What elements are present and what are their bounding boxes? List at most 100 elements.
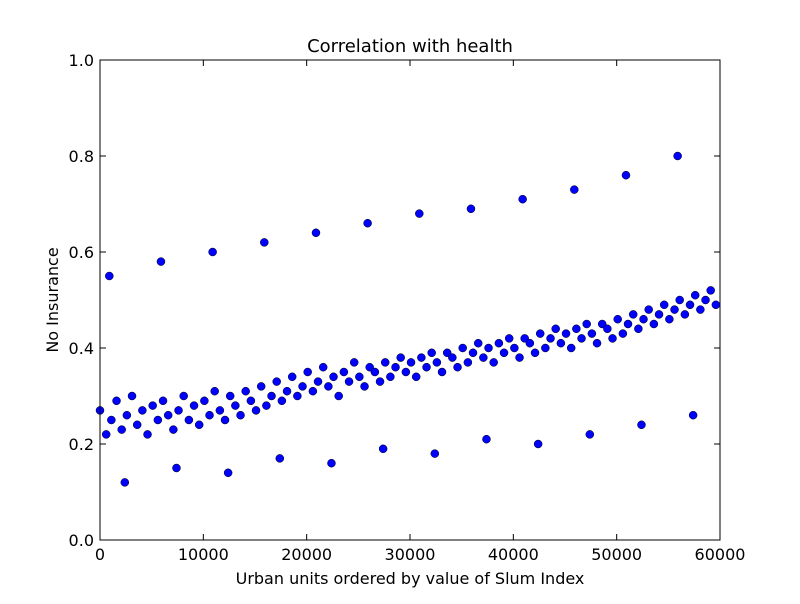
scatter-point [327, 458, 336, 468]
scatter-point [277, 396, 287, 406]
scatter-point [200, 396, 209, 406]
scatter-point [504, 334, 514, 343]
scatter-point [360, 382, 369, 391]
scatter-point [701, 295, 710, 305]
scatter-point [120, 478, 130, 487]
scatter-point [143, 430, 152, 439]
scatter-point [415, 209, 424, 218]
scatter-point [533, 439, 543, 449]
scatter-point [644, 305, 653, 314]
scatter-point [659, 300, 669, 310]
scatter-point [101, 430, 111, 439]
scatter-point [184, 415, 194, 425]
tick-layer: 0 10000 20000 30000 40000 50000 60000 0.0 0.2 0.4… [69, 51, 746, 564]
scatter-point [422, 362, 431, 372]
scatter-point [711, 300, 721, 310]
scatter-point [463, 358, 473, 367]
scatter-point [430, 449, 440, 458]
scatter-point [577, 334, 586, 343]
scatter-point [329, 372, 338, 382]
scatter-point [706, 286, 715, 295]
scatter-point [386, 372, 395, 382]
scatter-point [293, 391, 302, 401]
scatter-point [272, 377, 281, 386]
scatter-point [432, 358, 442, 367]
scatter-point [623, 319, 633, 329]
x-tick-label: 40000 [488, 545, 539, 564]
y-tick-label: 1.0 [69, 51, 94, 70]
scatter-point [298, 382, 307, 391]
scatter-point [231, 401, 240, 410]
scatter-point [427, 348, 436, 358]
scatter-point [482, 434, 491, 444]
scatter-point [174, 406, 183, 415]
scatter-point [654, 310, 664, 319]
scatter-point [324, 382, 333, 391]
scatter-point [466, 204, 476, 214]
scatter-point [437, 367, 447, 377]
scatter-point [210, 386, 219, 396]
scatter-point [618, 329, 628, 338]
scatter-point [163, 410, 173, 420]
scatter-point [220, 415, 230, 425]
scatter-point [262, 401, 271, 410]
scatter-point [541, 343, 550, 353]
scatter-point [582, 319, 591, 329]
scatter-point [363, 218, 372, 228]
scatter-point [556, 338, 566, 348]
scatter-point [169, 425, 178, 434]
scatter-point [260, 238, 269, 247]
scatter-point [148, 401, 157, 410]
scatter-point [223, 468, 233, 478]
scatter-point [318, 362, 328, 372]
scatter-point [637, 420, 646, 430]
scatter-point [112, 396, 121, 406]
scatter-point [117, 425, 126, 434]
scatter-point [311, 228, 321, 238]
scatter-point [225, 391, 235, 401]
plot-layer [95, 151, 721, 487]
scatter-point [510, 343, 519, 353]
scatter-point [236, 410, 245, 420]
scatter-point [308, 386, 318, 396]
scatter-point [251, 406, 261, 415]
scatter-point [256, 382, 266, 391]
scatter-point [499, 348, 509, 358]
scatter-point [518, 194, 527, 204]
y-tick-label: 0.4 [69, 339, 94, 358]
scatter-point [570, 185, 579, 194]
scatter-point [561, 329, 571, 338]
scatter-point [406, 358, 416, 367]
scatter-point [208, 247, 217, 257]
x-tick-label: 30000 [385, 545, 436, 564]
scatter-point [313, 377, 323, 386]
scatter-point [479, 353, 488, 362]
scatter-point [334, 391, 343, 401]
scatter-point [375, 377, 385, 386]
scatter-point [515, 353, 524, 362]
scatter-point [458, 343, 467, 353]
y-tick-label: 0.0 [69, 531, 94, 550]
scatter-point [468, 348, 478, 358]
scatter-point [613, 314, 622, 324]
scatter-point [696, 305, 705, 314]
scatter-point [158, 396, 168, 406]
scatter-point [349, 358, 359, 367]
scatter-point [572, 324, 581, 334]
scatter-point [411, 372, 421, 382]
scatter-point [138, 406, 147, 415]
y-tick-label: 0.6 [69, 243, 94, 262]
scatter-point [396, 353, 405, 362]
y-tick-label: 0.8 [69, 147, 94, 166]
scatter-point [282, 386, 292, 396]
scatter-point [179, 391, 188, 401]
x-tick-label: 50000 [591, 545, 642, 564]
scatter-point [448, 353, 457, 362]
scatter-point [241, 386, 250, 396]
scatter-point [417, 353, 426, 362]
scatter-point [673, 151, 682, 161]
scatter-point [566, 343, 576, 353]
